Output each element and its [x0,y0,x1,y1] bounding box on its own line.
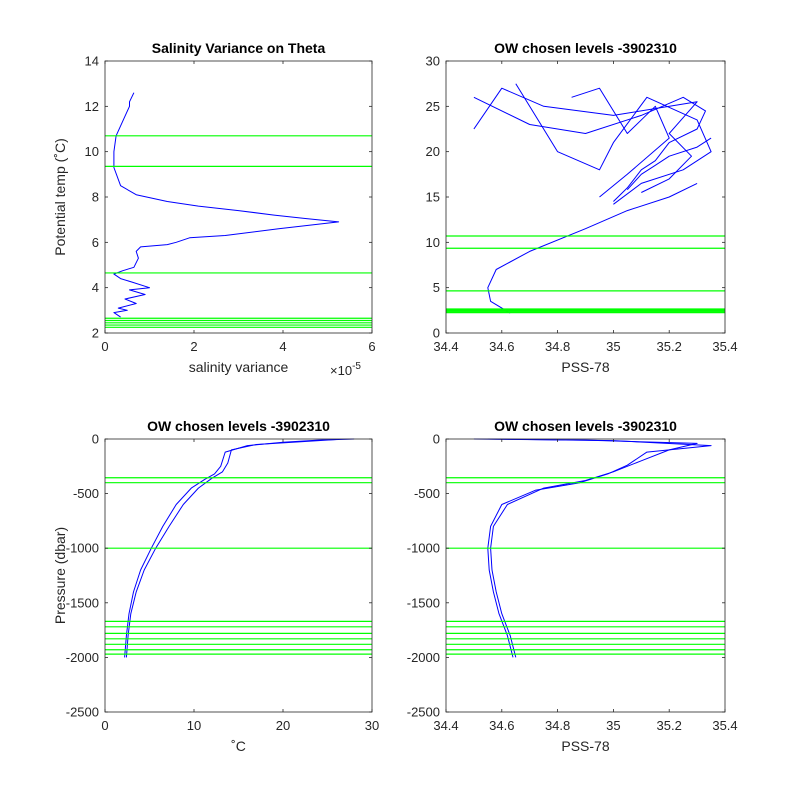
data-lines [473,438,712,658]
y-tick-label: 0 [92,432,99,447]
data-lines [473,83,712,314]
x-axis-label: ˚C [231,738,246,754]
plot-area [105,439,372,712]
exponent-power: -5 [352,361,361,372]
x-tick-label: 34.8 [545,718,570,733]
x-tick-label: 0 [101,339,108,354]
x-tick-label: 35.4 [712,718,737,733]
x-tick-label: 4 [279,339,286,354]
series-line-4 [515,83,712,205]
chart-panel-3: 0 10 20 30 -2500 -2000 -1500 -1000 -500 0 OW chose… [52,418,379,754]
x-exponent-label: ×10-5 [330,361,361,378]
plot-area [446,439,725,712]
y-tick-label: -1500 [66,595,99,610]
series-line-6 [626,137,712,191]
y-tick-label: 10 [85,144,99,159]
y-tick-label: 0 [433,432,440,447]
series-line-1 [473,438,698,658]
x-tick-label: 30 [365,718,379,733]
y-tick-label: -2500 [407,705,440,720]
x-tick-label: 2 [190,339,197,354]
data-lines [113,92,340,318]
x-tick-label: 34.8 [545,339,570,354]
series-line-1 [113,92,340,318]
plot-area [446,61,725,333]
y-axis-label: Potential temp (˚C) [52,138,68,255]
y-tick-label: 5 [433,280,440,295]
data-lines [124,438,355,658]
x-tick-label: 34.4 [433,718,458,733]
chosen-levels [446,235,725,314]
x-tick-label: 6 [368,339,375,354]
y-tick-label: 25 [426,99,440,114]
x-axis-label: salinity variance [189,359,289,375]
x-tick-label: 35.2 [657,718,682,733]
y-tick-label: 0 [433,326,440,341]
x-tick-label: 35 [606,339,620,354]
y-tick-label: -2500 [66,705,99,720]
x-tick-label: 35 [606,718,620,733]
x-axis-label: PSS-78 [561,359,609,375]
y-tick-label: -1000 [407,541,440,556]
x-tick-label: 35.2 [657,339,682,354]
x-axis-label: PSS-78 [561,738,609,754]
x-tick-label: 10 [187,718,201,733]
series-line-3 [473,87,698,193]
x-tick-label: 34.6 [489,339,514,354]
axes-frame [445,438,726,713]
axes-frame [104,438,373,713]
y-tick-label: 10 [426,235,440,250]
chart-panel-4: 34.4 34.6 34.8 35 35.2 35.4 -2500 -2000 -1500 -10… [407,418,738,754]
chosen-levels [105,135,372,328]
chart-panel-2: 34.4 34.6 34.8 35 35.2 35.4 0 5 10 15 20 25 30 OW cho… [426,40,738,375]
x-tick-label: 35.4 [712,339,737,354]
y-tick-label: -1000 [66,541,99,556]
y-tick-label: 14 [85,54,99,69]
y-tick-label: 2 [92,326,99,341]
series-line-2 [125,439,337,658]
series-line-5 [571,87,670,198]
chosen-levels [446,477,725,655]
y-tick-label: -500 [414,486,440,501]
y-tick-label: 20 [426,144,440,159]
chart-title: OW chosen levels -3902310 [494,40,677,56]
y-tick-label: 6 [92,235,99,250]
y-tick-label: -2000 [407,650,440,665]
series-line-2 [473,96,706,202]
chosen-levels [105,477,372,655]
y-tick-label: -500 [73,486,99,501]
x-tick-label: 34.4 [433,339,458,354]
y-tick-label: 15 [426,190,440,205]
y-tick-label: 12 [85,99,99,114]
y-tick-label: -2000 [66,650,99,665]
y-tick-label: 4 [92,280,99,295]
y-tick-label: -1500 [407,595,440,610]
chart-title: Salinity Variance on Theta [152,40,326,56]
x-tick-label: 0 [101,718,108,733]
y-axis-label: Pressure (dbar) [52,527,68,624]
y-tick-label: 30 [426,54,440,69]
exponent-base: ×10 [330,363,352,378]
series-line-2 [487,438,712,658]
series-line-1 [487,182,698,314]
chart-title: OW chosen levels -3902310 [494,418,677,434]
x-tick-label: 34.6 [489,718,514,733]
y-tick-label: 8 [92,190,99,205]
x-tick-label: 20 [276,718,290,733]
chart-title: OW chosen levels -3902310 [147,418,330,434]
